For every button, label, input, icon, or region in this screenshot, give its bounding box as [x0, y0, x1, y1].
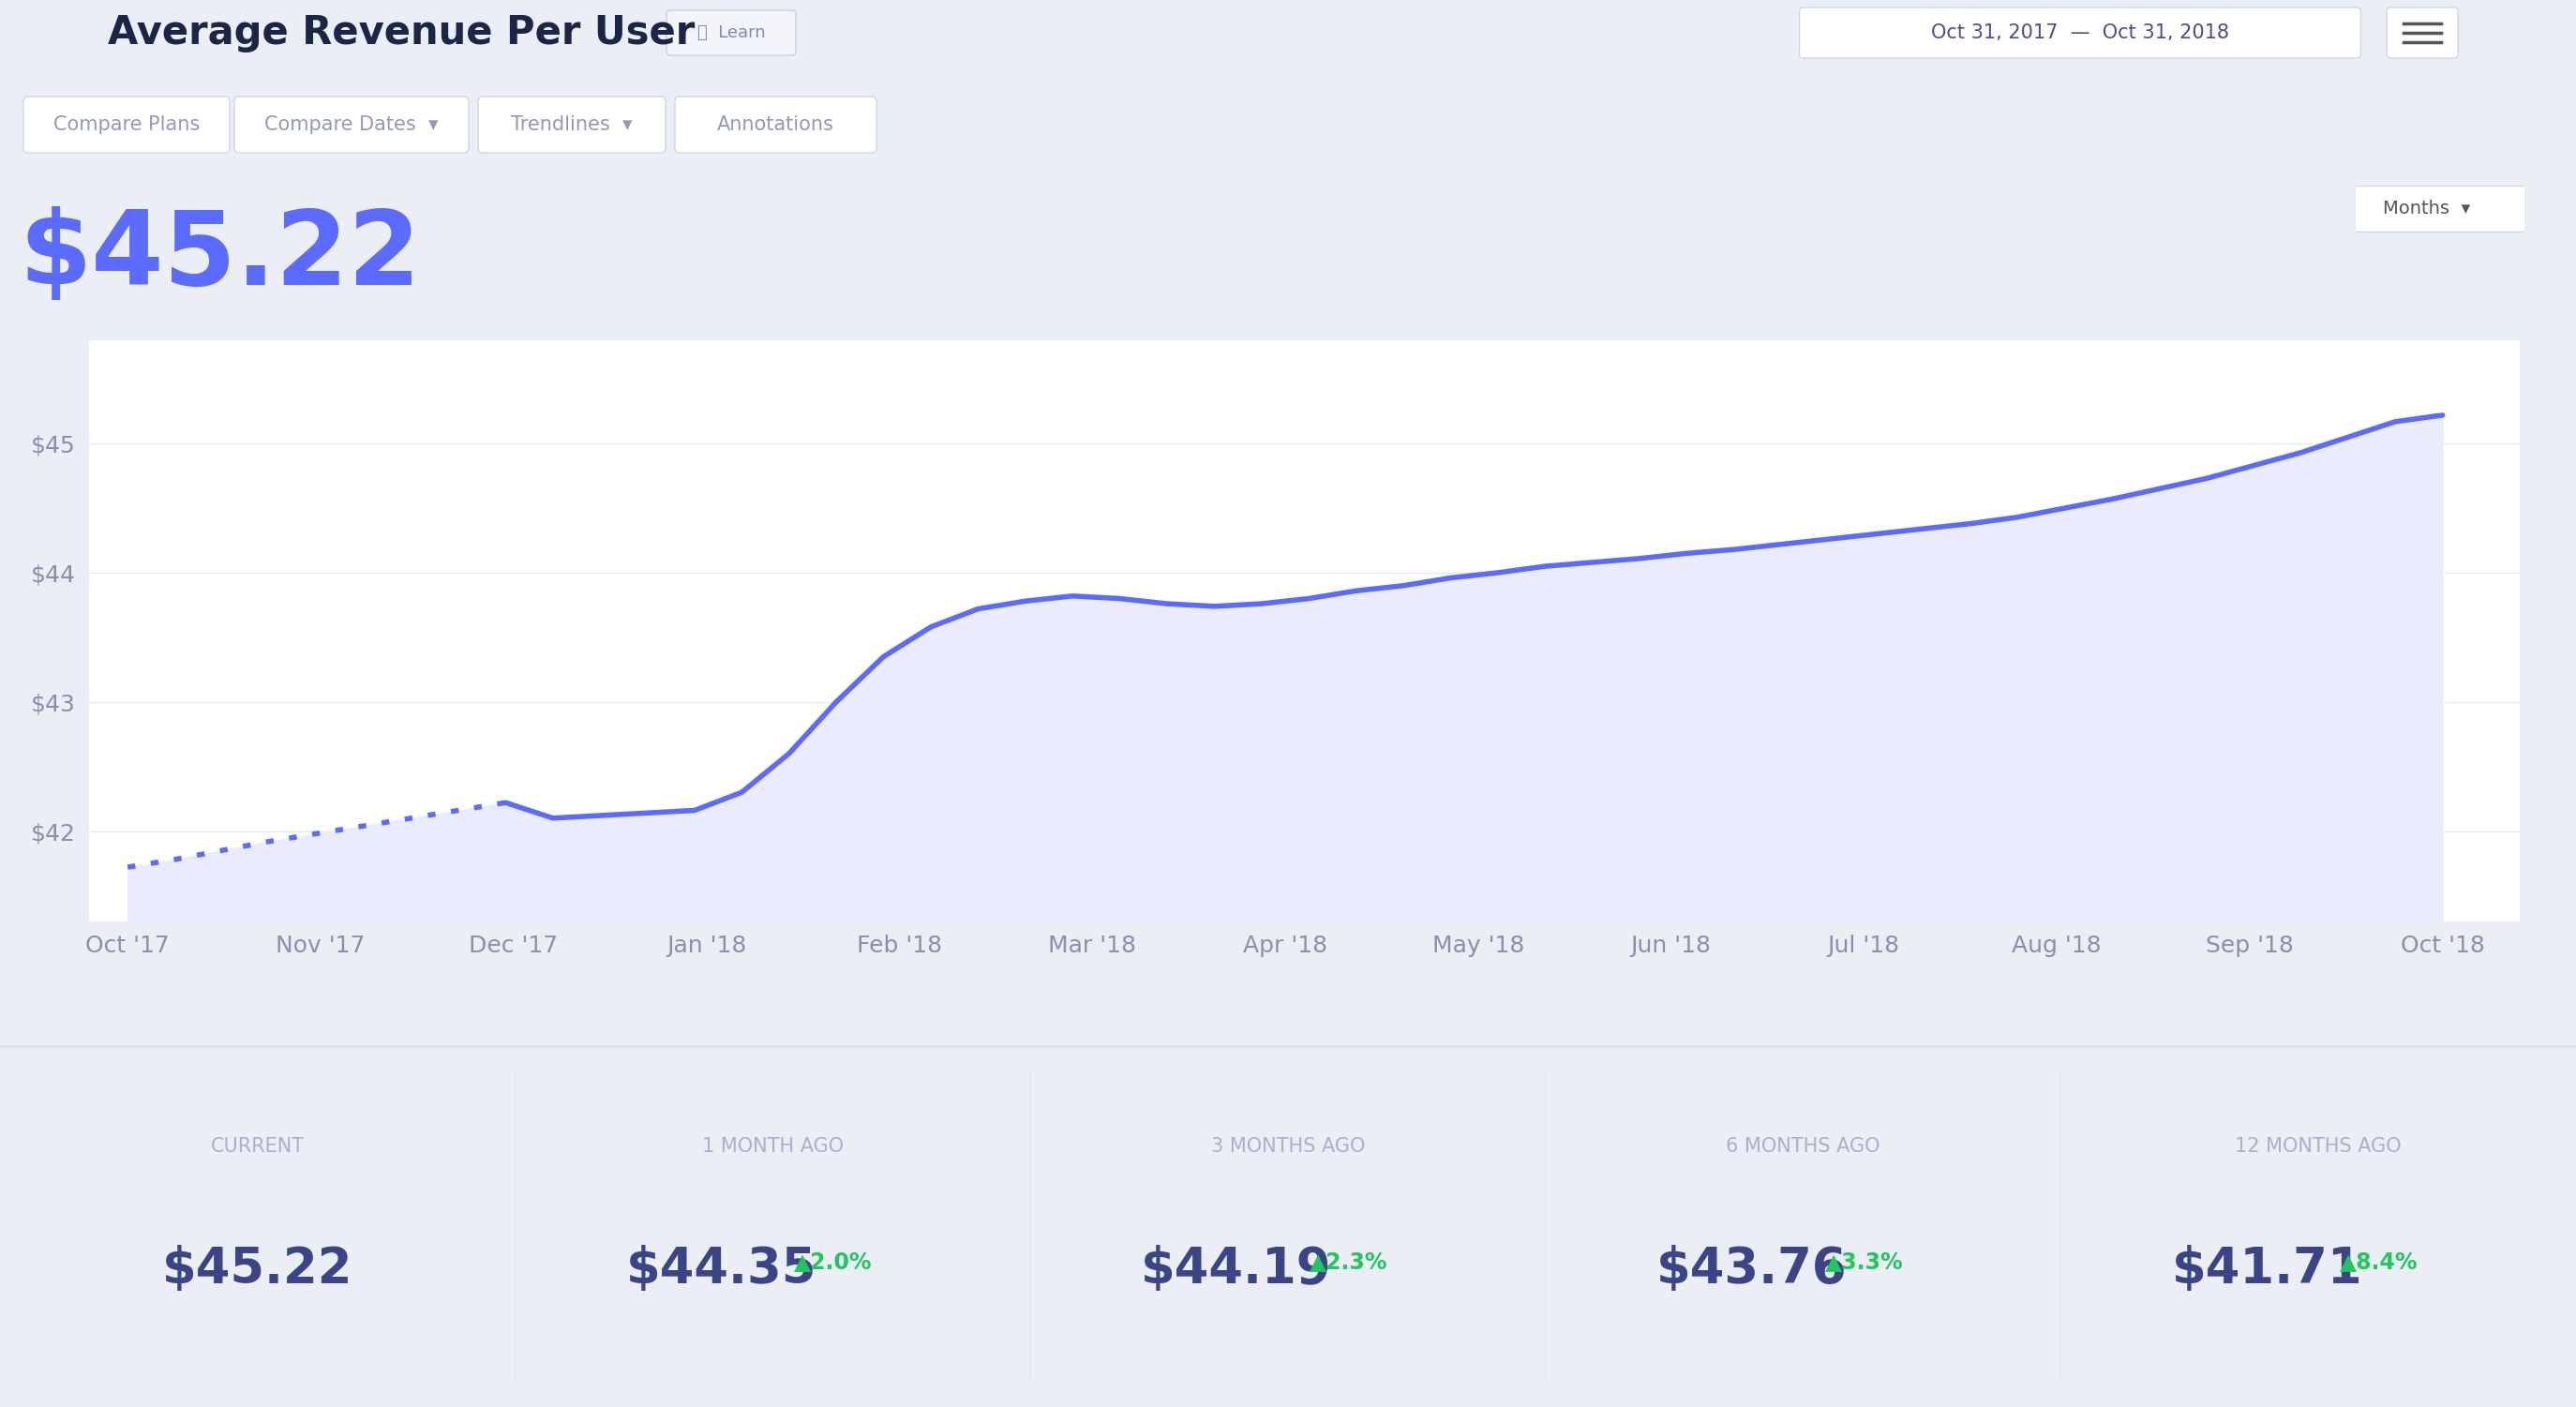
Text: 6 MONTHS AGO: 6 MONTHS AGO	[1726, 1137, 1880, 1157]
Text: 12 MONTHS AGO: 12 MONTHS AGO	[2236, 1137, 2401, 1157]
Text: Trendlines  ▾: Trendlines ▾	[510, 115, 634, 134]
FancyBboxPatch shape	[675, 97, 876, 153]
FancyBboxPatch shape	[234, 97, 469, 153]
Text: ▲2.3%: ▲2.3%	[1309, 1251, 1388, 1273]
Text: 3 MONTHS AGO: 3 MONTHS AGO	[1211, 1137, 1365, 1157]
Text: $44.19: $44.19	[1141, 1245, 1332, 1294]
FancyBboxPatch shape	[2352, 186, 2527, 232]
Text: $41.71: $41.71	[2172, 1245, 2362, 1294]
FancyBboxPatch shape	[479, 97, 665, 153]
FancyBboxPatch shape	[1801, 7, 2360, 58]
Text: CURRENT: CURRENT	[211, 1137, 304, 1157]
Text: Compare Dates  ▾: Compare Dates ▾	[265, 115, 438, 134]
FancyBboxPatch shape	[23, 97, 229, 153]
Text: 1 MONTH AGO: 1 MONTH AGO	[703, 1137, 842, 1157]
Text: $45.22: $45.22	[162, 1245, 353, 1294]
Text: Annotations: Annotations	[716, 115, 835, 134]
Text: ▲3.3%: ▲3.3%	[1824, 1251, 1904, 1273]
Text: Months  ▾: Months ▾	[2383, 200, 2470, 218]
Text: $44.35: $44.35	[626, 1245, 817, 1294]
FancyBboxPatch shape	[2388, 7, 2458, 58]
Text: $45.22: $45.22	[18, 205, 420, 307]
Text: ⓘ  Learn: ⓘ Learn	[698, 24, 765, 41]
Text: Oct 31, 2017  —  Oct 31, 2018: Oct 31, 2017 — Oct 31, 2018	[1932, 24, 2228, 42]
Text: ▲2.0%: ▲2.0%	[793, 1251, 873, 1273]
Text: $43.76: $43.76	[1656, 1245, 1847, 1294]
FancyBboxPatch shape	[667, 10, 796, 55]
Text: ▲8.4%: ▲8.4%	[2339, 1251, 2419, 1273]
Text: Average Revenue Per User: Average Revenue Per User	[108, 13, 696, 52]
Text: Compare Plans: Compare Plans	[54, 115, 201, 134]
